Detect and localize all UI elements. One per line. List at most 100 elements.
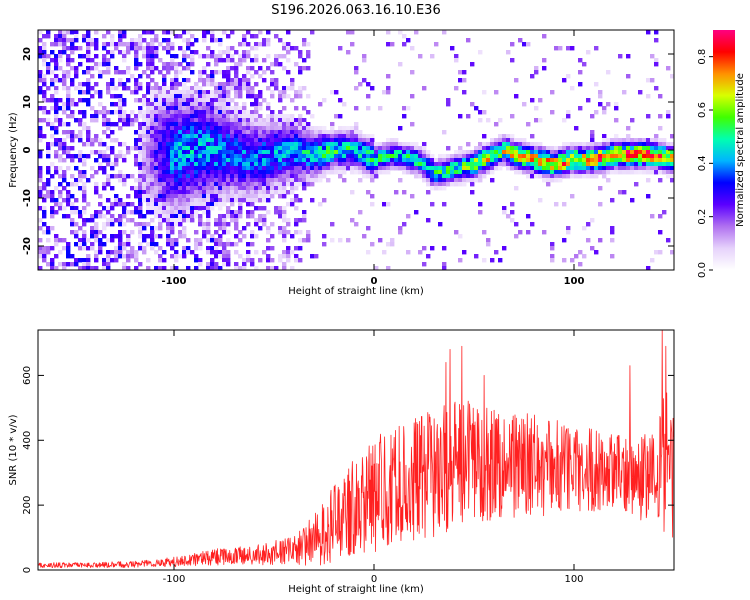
heat-cell xyxy=(414,146,419,151)
heat-cell xyxy=(538,118,543,123)
heat-cell xyxy=(650,54,655,59)
heat-cell xyxy=(50,70,55,75)
heat-cell xyxy=(550,162,555,167)
heat-cell xyxy=(622,190,627,195)
heat-cell xyxy=(238,118,243,123)
heat-cell xyxy=(282,42,287,47)
heat-cell xyxy=(70,102,75,107)
heat-cell xyxy=(634,162,639,167)
heat-cell xyxy=(206,158,211,163)
heat-cell xyxy=(470,182,475,187)
heat-cell xyxy=(58,174,63,179)
heat-cell xyxy=(466,154,471,159)
heat-cell xyxy=(270,266,275,270)
heat-cell xyxy=(134,158,139,163)
heat-cell xyxy=(214,38,219,43)
heat-cell xyxy=(654,62,659,67)
heat-cell xyxy=(66,62,71,67)
heat-cell xyxy=(538,166,543,171)
heat-cell xyxy=(218,70,223,75)
heat-cell xyxy=(574,154,579,159)
heat-cell xyxy=(226,230,231,235)
heat-cell xyxy=(90,242,95,247)
heat-cell xyxy=(174,150,179,155)
heat-cell xyxy=(246,178,251,183)
heat-cell xyxy=(90,42,95,47)
heat-cell xyxy=(470,162,475,167)
heat-cell xyxy=(138,134,143,139)
heat-cell xyxy=(258,214,263,219)
heat-cell xyxy=(194,94,199,99)
heat-cell xyxy=(38,134,43,139)
heat-cell xyxy=(126,50,131,55)
heat-cell xyxy=(466,38,471,43)
heat-cell xyxy=(170,178,175,183)
heat-cell xyxy=(214,262,219,267)
heat-cell xyxy=(218,182,223,187)
heat-cell xyxy=(182,30,187,35)
heat-cell xyxy=(198,174,203,179)
heat-cell xyxy=(222,114,227,119)
heat-cell xyxy=(574,142,579,147)
heat-cell xyxy=(650,166,655,171)
heat-cell xyxy=(138,158,143,163)
heat-cell xyxy=(118,174,123,179)
heat-cell xyxy=(222,254,227,259)
heat-cell xyxy=(138,138,143,143)
heat-cell xyxy=(242,42,247,47)
heat-cell xyxy=(546,158,551,163)
heat-cell xyxy=(566,114,571,119)
heat-cell xyxy=(466,142,471,147)
heat-cell xyxy=(138,206,143,211)
heat-cell xyxy=(330,222,335,227)
heat-cell xyxy=(298,66,303,71)
heat-cell xyxy=(238,150,243,155)
heat-cell xyxy=(66,242,71,247)
heat-cell xyxy=(118,234,123,239)
heat-cell xyxy=(418,150,423,155)
heat-cell xyxy=(78,82,83,87)
heat-cell xyxy=(82,174,87,179)
heat-cell xyxy=(42,118,47,123)
heat-cell xyxy=(570,154,575,159)
heat-cell xyxy=(182,206,187,211)
heat-cell xyxy=(586,154,591,159)
heat-cell xyxy=(274,130,279,135)
heat-cell xyxy=(162,258,167,263)
heat-cell xyxy=(154,250,159,255)
heat-cell xyxy=(142,130,147,135)
heat-cell xyxy=(562,158,567,163)
heat-cell xyxy=(158,90,163,95)
heat-cell xyxy=(478,142,483,147)
heat-cell xyxy=(98,238,103,243)
heat-cell xyxy=(38,170,43,175)
heat-cell xyxy=(334,142,339,147)
heat-cell xyxy=(218,206,223,211)
heat-cell xyxy=(210,182,215,187)
heat-cell xyxy=(582,142,587,147)
heat-cell xyxy=(222,130,227,135)
x-tick-label: 0 xyxy=(371,574,377,585)
heat-cell xyxy=(266,106,271,111)
heat-cell xyxy=(222,178,227,183)
heat-cell xyxy=(518,142,523,147)
heat-cell xyxy=(670,154,674,159)
heat-cell xyxy=(490,154,495,159)
heat-cell xyxy=(162,190,167,195)
heat-cell xyxy=(206,194,211,199)
heat-cell xyxy=(658,166,663,171)
heat-cell xyxy=(58,194,63,199)
heat-cell xyxy=(254,122,259,127)
heat-cell xyxy=(202,190,207,195)
heat-cell xyxy=(602,174,607,179)
heat-cell xyxy=(658,94,663,99)
heat-cell xyxy=(450,178,455,183)
heat-cell xyxy=(286,130,291,135)
heat-cell xyxy=(490,170,495,175)
heat-cell xyxy=(194,150,199,155)
heat-cell xyxy=(498,154,503,159)
heat-cell xyxy=(310,162,315,167)
heat-cell xyxy=(358,154,363,159)
heat-cell xyxy=(134,114,139,119)
heat-cell xyxy=(46,54,51,59)
